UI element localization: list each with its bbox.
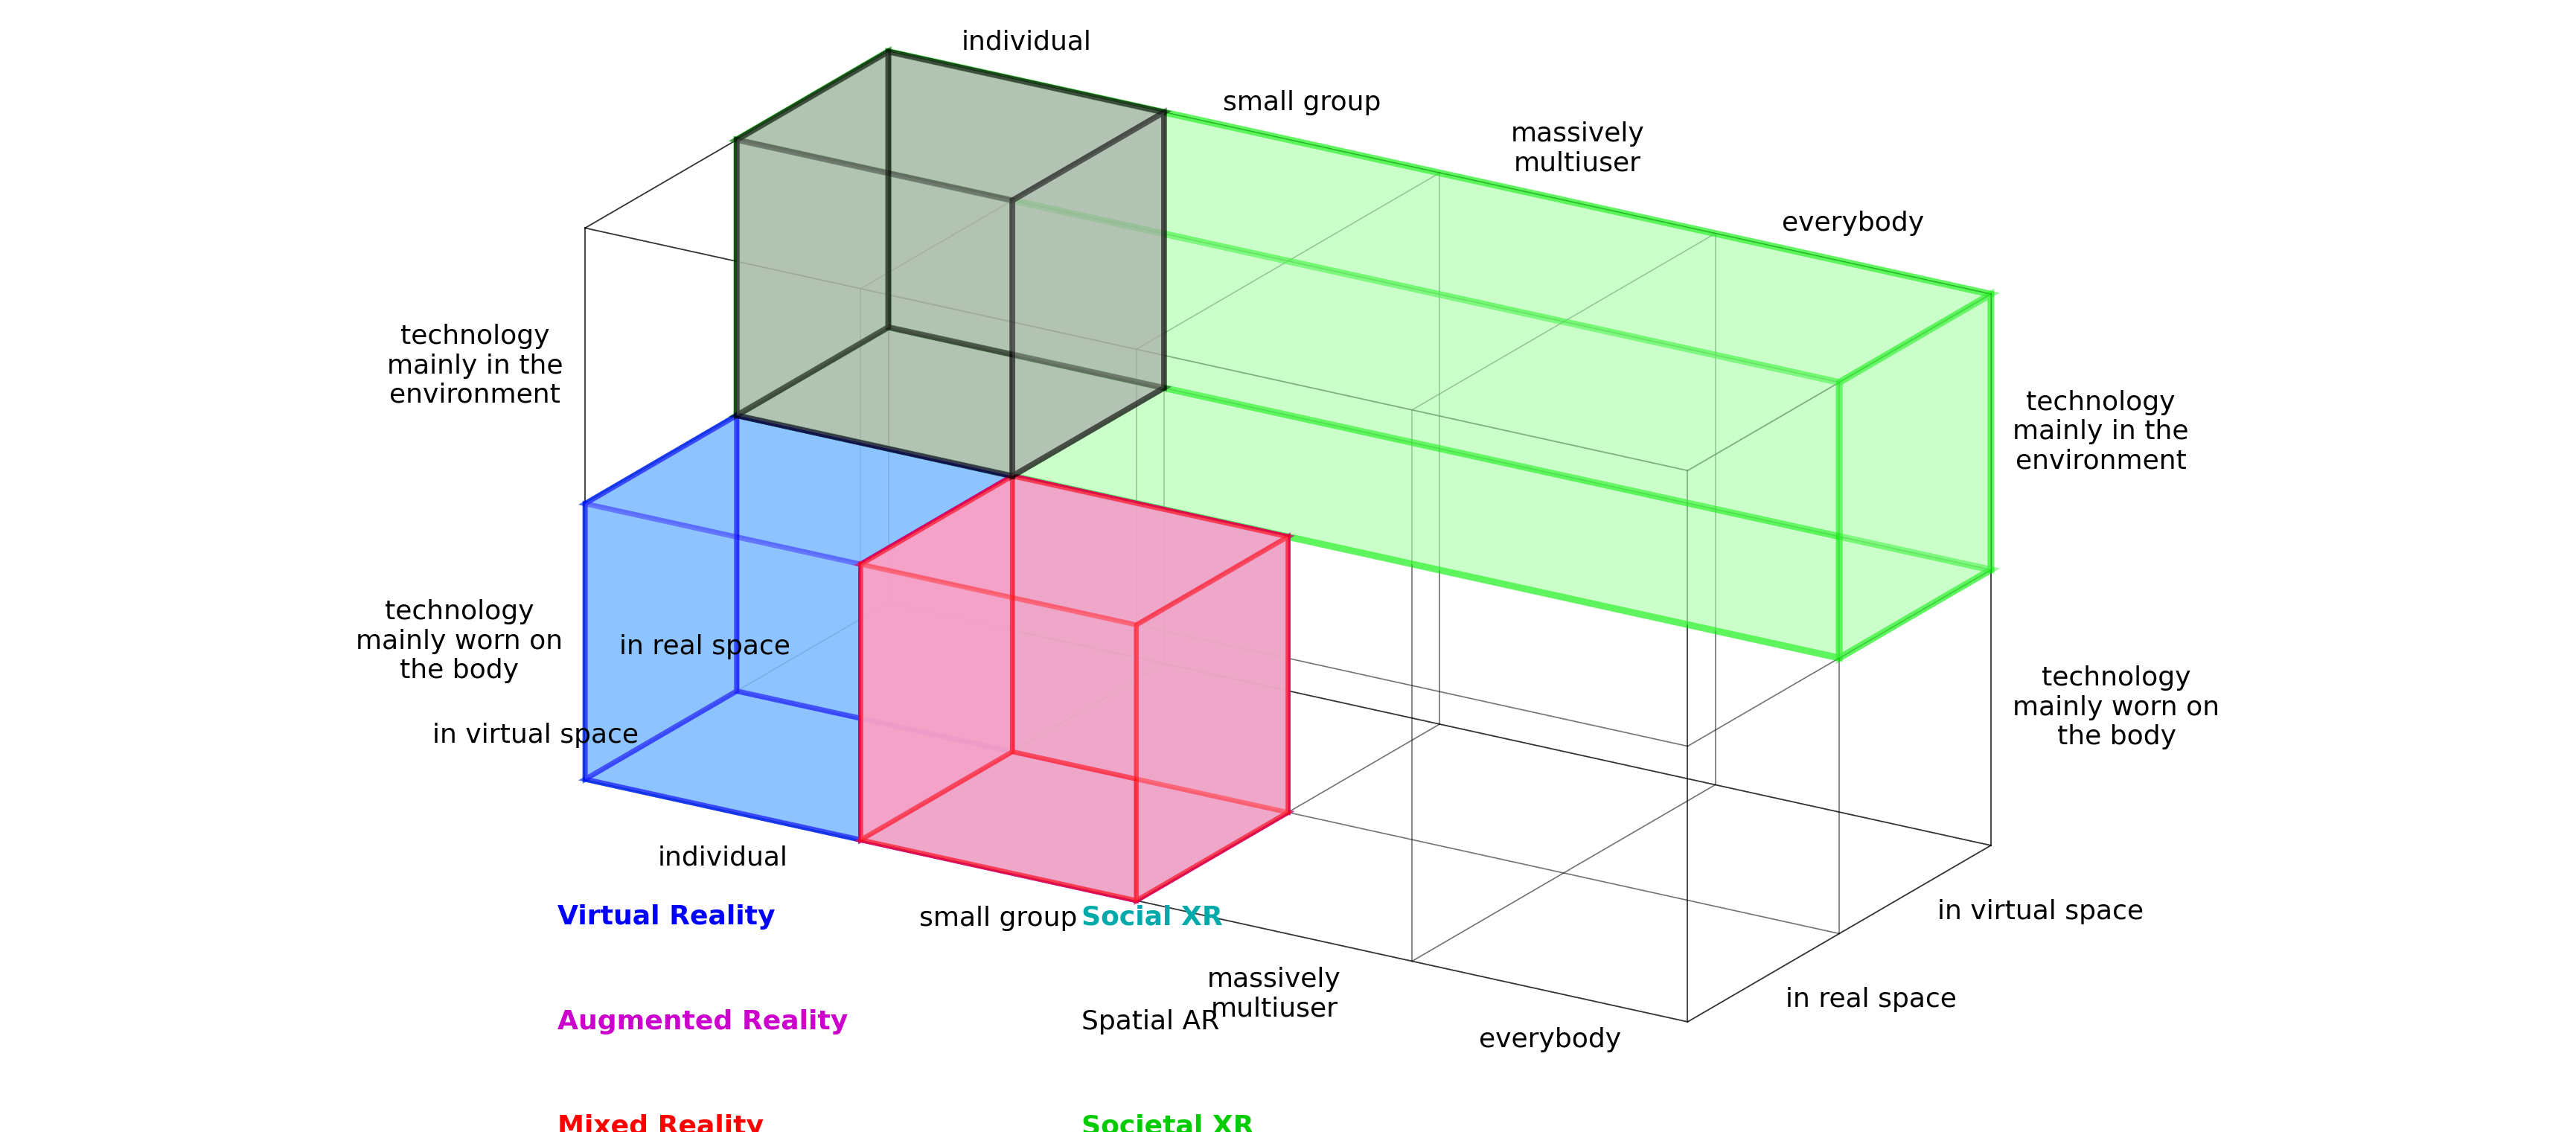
- Text: Spatial AR: Spatial AR: [1082, 1009, 1218, 1035]
- Polygon shape: [860, 477, 1288, 625]
- Polygon shape: [860, 564, 1136, 901]
- Polygon shape: [1136, 537, 1288, 901]
- Polygon shape: [1136, 537, 1288, 901]
- Text: technology
mainly in the
environment: technology mainly in the environment: [2012, 391, 2190, 474]
- Text: in real space: in real space: [618, 634, 791, 660]
- Polygon shape: [737, 140, 1839, 658]
- Text: in virtual space: in virtual space: [433, 722, 639, 748]
- Polygon shape: [860, 752, 1288, 901]
- Text: Societal XR: Societal XR: [1082, 1114, 1255, 1132]
- Polygon shape: [1012, 477, 1288, 813]
- Polygon shape: [585, 415, 1288, 625]
- Polygon shape: [585, 415, 737, 779]
- Text: technology
mainly worn on
the body: technology mainly worn on the body: [2012, 666, 2221, 749]
- Polygon shape: [860, 477, 1288, 625]
- Polygon shape: [1012, 112, 1164, 477]
- Polygon shape: [1136, 537, 1288, 901]
- Polygon shape: [860, 477, 1012, 840]
- Text: massively
multiuser: massively multiuser: [1208, 967, 1342, 1021]
- Polygon shape: [860, 564, 1136, 901]
- Polygon shape: [860, 752, 1288, 901]
- Polygon shape: [585, 415, 1012, 564]
- Polygon shape: [585, 504, 860, 840]
- Text: in virtual space: in virtual space: [1937, 899, 2143, 924]
- Polygon shape: [737, 327, 1164, 477]
- Polygon shape: [737, 415, 1012, 752]
- Polygon shape: [585, 691, 1288, 901]
- Polygon shape: [737, 415, 1288, 813]
- Text: in real space: in real space: [1785, 987, 1958, 1012]
- Text: Augmented Reality: Augmented Reality: [556, 1009, 848, 1035]
- Polygon shape: [737, 52, 889, 415]
- Polygon shape: [860, 477, 1012, 840]
- Text: Virtual Reality: Virtual Reality: [556, 904, 775, 929]
- Text: Mixed Reality: Mixed Reality: [556, 1114, 762, 1132]
- Polygon shape: [585, 415, 737, 779]
- Polygon shape: [860, 477, 1012, 840]
- Text: massively
multiuser: massively multiuser: [1510, 121, 1643, 175]
- Polygon shape: [585, 504, 1136, 901]
- Text: individual: individual: [657, 846, 788, 871]
- Text: individual: individual: [961, 29, 1092, 54]
- Polygon shape: [889, 52, 1164, 388]
- Text: technology
mainly in the
environment: technology mainly in the environment: [386, 324, 564, 408]
- Polygon shape: [1012, 477, 1288, 813]
- Polygon shape: [585, 691, 1012, 840]
- Text: everybody: everybody: [1479, 1028, 1620, 1053]
- Text: everybody: everybody: [1783, 211, 1924, 237]
- Polygon shape: [737, 327, 1991, 658]
- Polygon shape: [737, 140, 1012, 477]
- Text: Social XR: Social XR: [1082, 904, 1224, 929]
- Polygon shape: [1839, 294, 1991, 658]
- Polygon shape: [889, 52, 1991, 569]
- Polygon shape: [737, 52, 1164, 200]
- Text: small group: small group: [920, 906, 1077, 932]
- Polygon shape: [737, 52, 889, 415]
- Polygon shape: [737, 52, 1991, 383]
- Text: technology
mainly worn on
the body: technology mainly worn on the body: [355, 600, 564, 684]
- Text: small group: small group: [1224, 89, 1381, 115]
